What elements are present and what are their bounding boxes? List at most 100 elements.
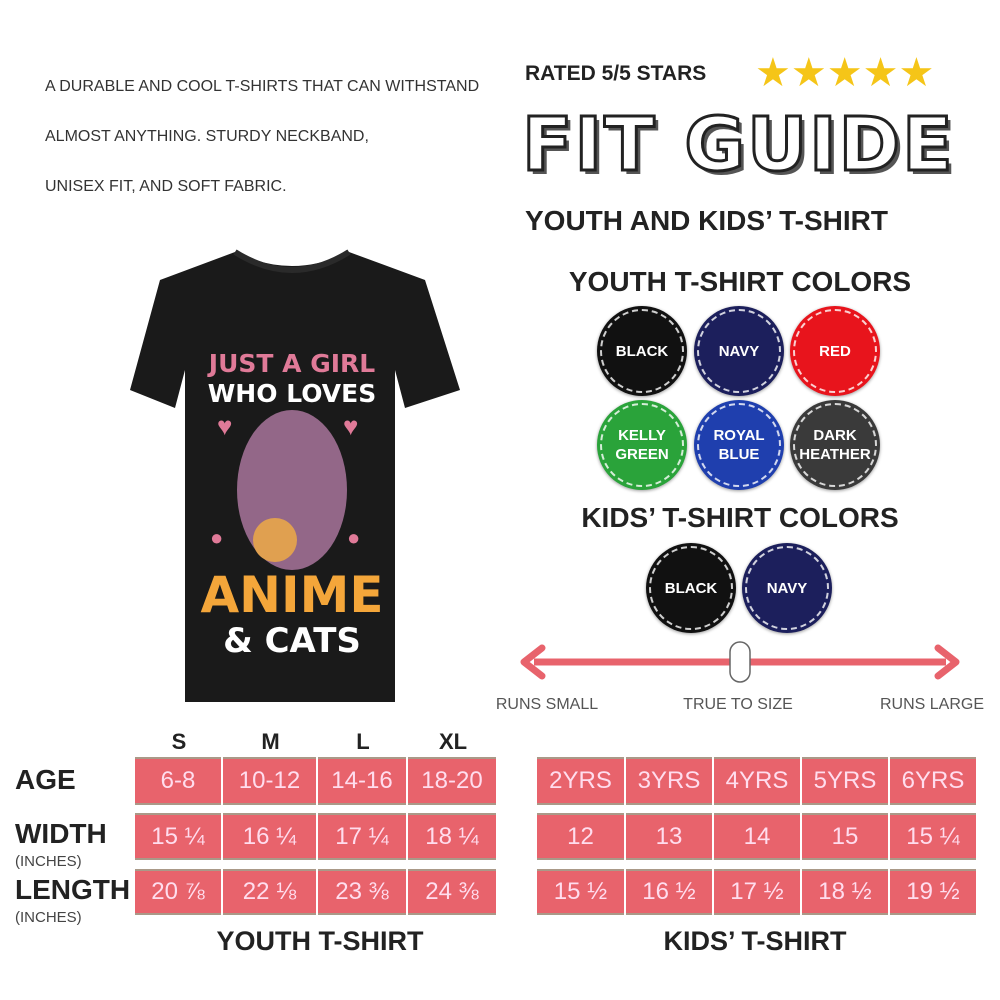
- cell-value: 13: [655, 822, 683, 850]
- size-header: M: [261, 729, 280, 754]
- youth-table-caption: YOUTH T-SHIRT: [216, 926, 424, 956]
- table-cell: 18 ¼: [408, 813, 496, 860]
- product-description: A DURABLE AND COOL T-SHIRTS THAT CAN WIT…: [45, 62, 515, 212]
- table-cell: 14: [714, 813, 800, 860]
- cell-value: 6YRS: [901, 767, 965, 794]
- row-unit-length: (INCHES): [15, 909, 82, 926]
- runs-large-label: RUNS LARGE: [879, 696, 985, 713]
- color-label: NAVY: [766, 579, 808, 597]
- cell-value: 18 ¼: [425, 822, 479, 850]
- cell-value: 12: [567, 822, 594, 850]
- color-label: KELLY GREEN: [615, 427, 669, 463]
- table-cell: 5YRS: [802, 757, 888, 805]
- design-line-1: JUST A GIRL: [207, 349, 375, 378]
- size-header: S: [171, 729, 187, 754]
- color-label: BLACK: [615, 342, 669, 360]
- tshirt-image: JUST A GIRL WHO LOVES ♥ ♥ ● ● ANIME & CA…: [130, 249, 460, 702]
- table-cell: 24 ⅜: [408, 869, 496, 915]
- cell-value: 18 ½: [818, 878, 872, 905]
- paw-icon: ●: [347, 525, 360, 550]
- paw-icon: ●: [210, 525, 223, 550]
- color-label: NAVY: [718, 342, 760, 360]
- fit-scale: [520, 641, 960, 683]
- kids-table-caption: KIDS’ T-SHIRT: [663, 926, 847, 956]
- description-line: UNISEX FIT, AND SOFT FABRIC.: [45, 178, 287, 195]
- color-label: RED: [819, 342, 851, 360]
- cat-illustration: [253, 518, 297, 562]
- design-line-3: ANIME: [200, 566, 383, 624]
- row-label-age: AGE: [15, 764, 76, 795]
- true-to-size-label: TRUE TO SIZE: [683, 696, 793, 713]
- table-cell: 23 ⅜: [318, 869, 406, 915]
- table-cell: 6-8: [135, 757, 221, 805]
- cell-value: 15 ½: [553, 878, 608, 905]
- table-cell: 16 ½: [626, 869, 712, 915]
- row-unit-width: (INCHES): [15, 853, 82, 870]
- color-label: DARK HEATHER: [799, 427, 871, 463]
- heart-icon: ♥: [343, 411, 358, 441]
- cell-value: 24 ⅜: [425, 878, 479, 905]
- cell-value: 10-12: [238, 767, 301, 794]
- table-cell: 22 ⅛: [223, 869, 316, 915]
- heart-icon: ♥: [217, 411, 232, 441]
- table-cell: 20 ⅞: [135, 869, 221, 915]
- color-swatch[interactable]: ROYAL BLUE: [694, 400, 784, 490]
- cell-value: 6-8: [160, 767, 196, 794]
- table-cell: 10-12: [223, 757, 316, 805]
- color-swatch[interactable]: KELLY GREEN: [597, 400, 687, 490]
- table-cell: 13: [626, 813, 712, 860]
- table-cell: 15 ¼: [135, 813, 221, 860]
- design-line-4: & CATS: [223, 621, 361, 661]
- page-title: FIT GUIDE: [521, 101, 955, 190]
- table-cell: 3YRS: [626, 757, 712, 805]
- table-cell: 6YRS: [890, 757, 976, 805]
- row-label-width: WIDTH: [15, 818, 107, 849]
- color-label: BLACK: [664, 579, 718, 597]
- color-swatch[interactable]: BLACK: [597, 306, 687, 396]
- table-cell: 12: [537, 813, 624, 860]
- table-cell: 2YRS: [537, 757, 624, 805]
- page-subtitle: YOUTH AND KIDS’ T-SHIRT: [525, 205, 888, 236]
- cell-value: 23 ⅜: [335, 878, 389, 905]
- fit-indicator: [729, 641, 751, 683]
- color-label: ROYAL BLUE: [713, 427, 765, 463]
- color-swatch[interactable]: NAVY: [694, 306, 784, 396]
- youth-colors-title: YOUTH T-SHIRT COLORS: [568, 266, 912, 297]
- kids-colors-title: KIDS’ T-SHIRT COLORS: [581, 502, 899, 533]
- cell-value: 5YRS: [813, 767, 877, 794]
- cell-value: 14: [743, 822, 771, 850]
- table-cell: 18-20: [408, 757, 496, 805]
- color-swatch[interactable]: DARK HEATHER: [790, 400, 880, 490]
- description-line: ALMOST ANYTHING. STURDY NECKBAND,: [45, 128, 369, 145]
- table-cell: 17 ½: [714, 869, 800, 915]
- color-swatch[interactable]: NAVY: [742, 543, 832, 633]
- color-swatch[interactable]: RED: [790, 306, 880, 396]
- cell-value: 16 ½: [642, 878, 696, 905]
- table-cell: 15: [802, 813, 888, 860]
- cell-value: 3YRS: [637, 767, 701, 794]
- cell-value: 15 ¼: [906, 822, 960, 850]
- cell-value: 19 ½: [906, 878, 960, 905]
- size-header: XL: [438, 729, 468, 754]
- row-label-length: LENGTH: [15, 874, 131, 905]
- rating-label: RATED 5/5 STARS: [525, 62, 707, 85]
- cell-value: 16 ¼: [242, 822, 297, 850]
- table-cell: 18 ½: [802, 869, 888, 915]
- table-cell: 14-16: [318, 757, 406, 805]
- table-cell: 15 ½: [537, 869, 624, 915]
- cell-value: 17 ¼: [335, 822, 389, 850]
- table-cell: 15 ¼: [890, 813, 976, 860]
- star-rating-icon: ★★★★★: [755, 51, 935, 95]
- design-line-2: WHO LOVES: [208, 379, 377, 408]
- cell-value: 22 ⅛: [242, 878, 297, 905]
- table-cell: 4YRS: [714, 757, 800, 805]
- table-cell: 17 ¼: [318, 813, 406, 860]
- cell-value: 18-20: [421, 767, 483, 794]
- size-header: L: [356, 729, 370, 754]
- table-cell: 19 ½: [890, 869, 976, 915]
- runs-small-label: RUNS SMALL: [495, 696, 599, 713]
- table-cell: 16 ¼: [223, 813, 316, 860]
- cell-value: 14-16: [331, 767, 393, 794]
- color-swatch[interactable]: BLACK: [646, 543, 736, 633]
- cell-value: 4YRS: [725, 767, 789, 794]
